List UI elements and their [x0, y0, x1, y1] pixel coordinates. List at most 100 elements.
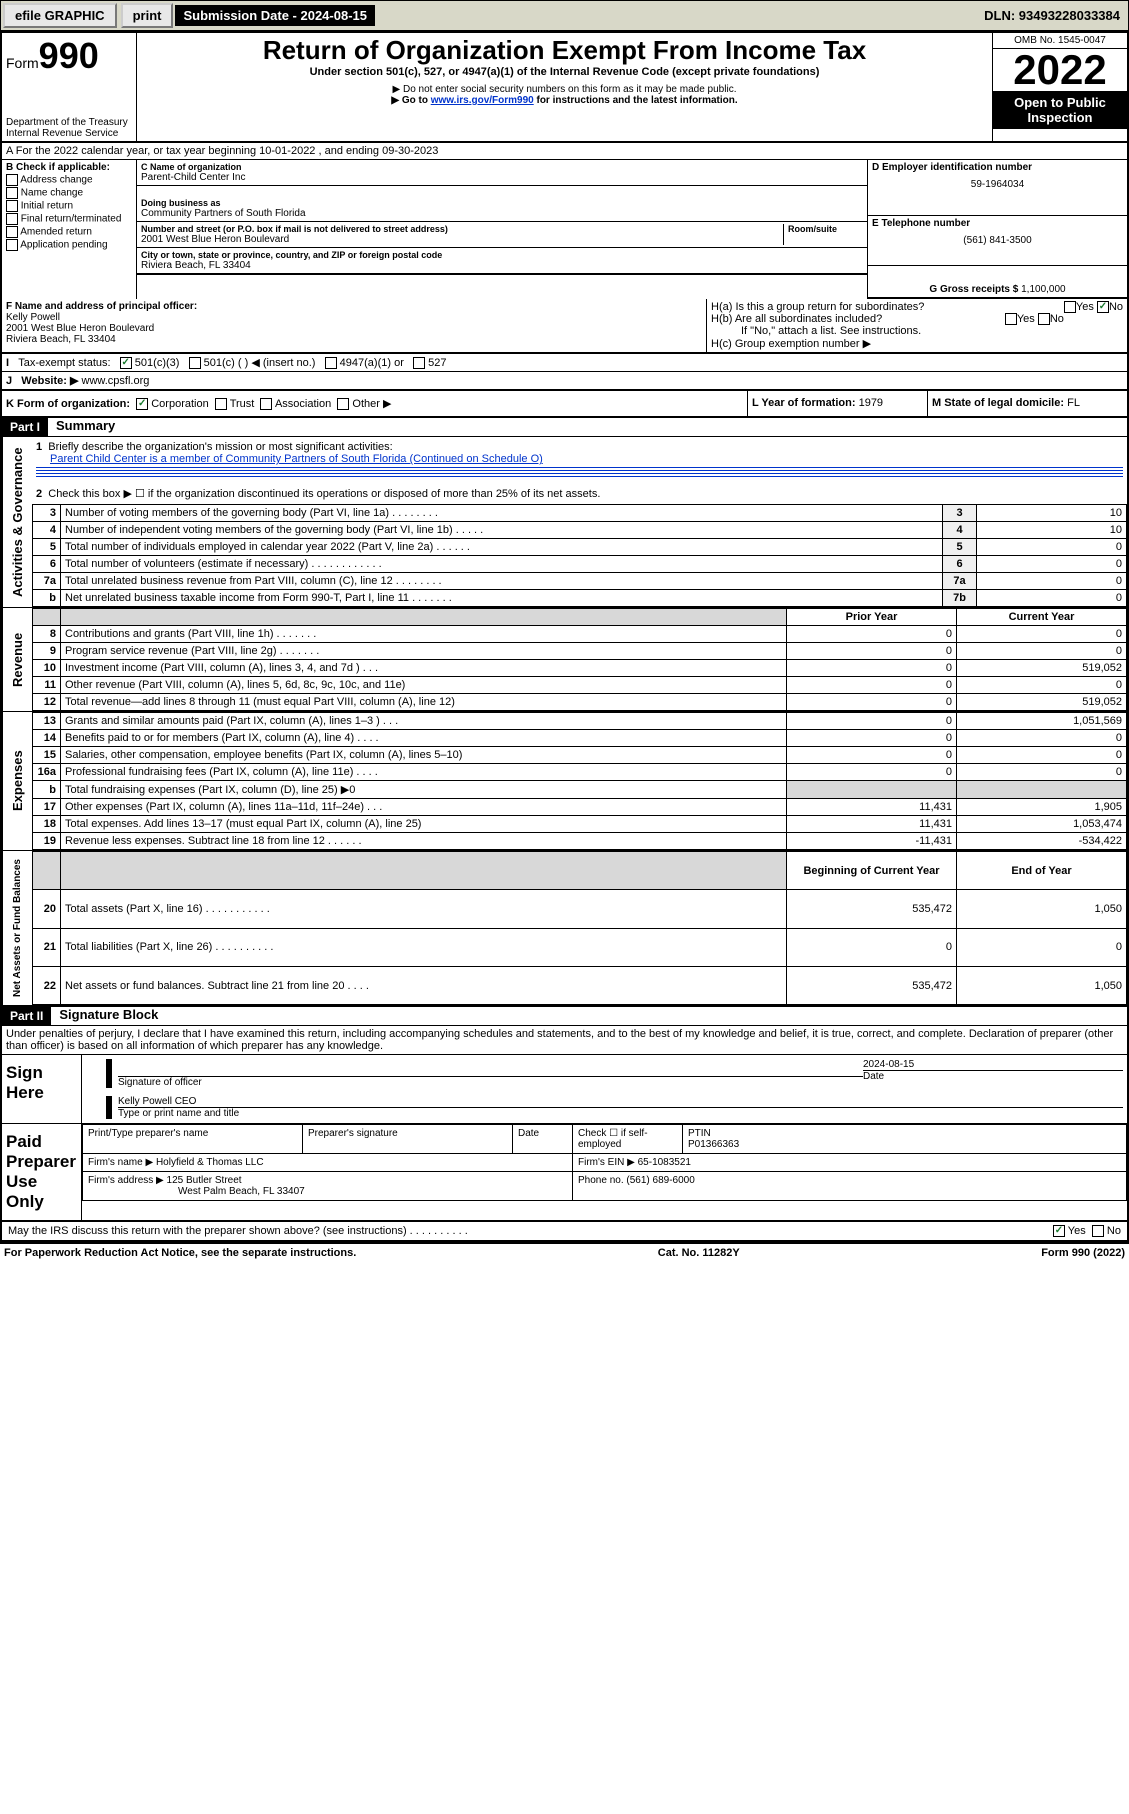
chk-corp[interactable] [136, 398, 148, 410]
addr-label: Number and street (or P.O. box if mail i… [141, 224, 783, 234]
val: 10 [977, 522, 1127, 539]
vtab-expenses: Expenses [2, 712, 32, 850]
l-label: L Year of formation: [752, 397, 856, 409]
paid-preparer-row: Paid Preparer Use Only Print/Type prepar… [2, 1124, 1127, 1222]
i-label: Tax-exempt status: [18, 357, 110, 369]
ein-value: 59-1964034 [872, 179, 1123, 190]
prep-name-hdr: Print/Type preparer's name [83, 1125, 303, 1154]
discuss-no[interactable] [1092, 1225, 1104, 1237]
desc: Total number of volunteers (estimate if … [61, 556, 943, 573]
chk-trust[interactable] [215, 398, 227, 410]
efile-button[interactable]: efile GRAPHIC [3, 3, 117, 28]
state-domicile: FL [1067, 397, 1080, 409]
j-label: Website: ▶ [21, 375, 78, 387]
firm-addr-lbl: Firm's address ▶ [88, 1175, 164, 1186]
chk-assoc[interactable] [260, 398, 272, 410]
submission-date: Submission Date - 2024-08-15 [175, 5, 375, 26]
chk-amended[interactable]: Amended return [6, 226, 132, 238]
chk-4947[interactable] [325, 357, 337, 369]
lnbox: 7a [943, 573, 977, 590]
form-num: 990 [39, 35, 99, 76]
g-gross-box: G Gross receipts $ 1,100,000 [868, 266, 1127, 299]
officer-addr2: Riviera Beach, FL 33404 [6, 334, 702, 345]
c-addr-box: Number and street (or P.O. box if mail i… [137, 222, 867, 248]
page-footer: For Paperwork Reduction Act Notice, see … [0, 1244, 1129, 1262]
lnbox: 5 [943, 539, 977, 556]
ln: 3 [33, 505, 61, 522]
chk-other[interactable] [337, 398, 349, 410]
mission-text[interactable]: Parent Child Center is a member of Commu… [50, 453, 543, 465]
gross-value: 1,100,000 [1021, 284, 1066, 295]
chk-name[interactable]: Name change [6, 187, 132, 199]
firm-ein-lbl: Firm's EIN ▶ [578, 1157, 635, 1168]
sign-here-label: Sign Here [2, 1055, 82, 1123]
vtab-revenue: Revenue [2, 608, 32, 711]
opt-501c: 501(c) ( ) ◀ (insert no.) [204, 357, 316, 369]
chk-final[interactable]: Final return/terminated [6, 213, 132, 225]
dept-treasury: Department of the Treasury [6, 117, 132, 128]
sig-officer-label: Signature of officer [118, 1077, 863, 1088]
chk-initial-lbl: Initial return [21, 201, 73, 212]
chk-address[interactable]: Address change [6, 174, 132, 186]
cat-no: Cat. No. 11282Y [658, 1247, 740, 1259]
val: 0 [977, 556, 1127, 573]
row-klm: K Form of organization: Corporation Trus… [2, 391, 1127, 418]
officer-addr1: 2001 West Blue Heron Boulevard [6, 323, 702, 334]
chk-pending[interactable]: Application pending [6, 239, 132, 251]
k-label: K Form of organization: [6, 398, 130, 410]
sig-date-value: 2024-08-15 [863, 1059, 1123, 1070]
sign-here-row: Sign Here Signature of officer 2024-08-1… [2, 1055, 1127, 1124]
d-ein-box: D Employer identification number 59-1964… [868, 160, 1127, 216]
irs-label: Internal Revenue Service [6, 128, 132, 139]
rev-section: Revenue Prior Year Current Year8Contribu… [2, 608, 1127, 712]
chk-name-lbl: Name change [21, 188, 83, 199]
firm-name-lbl: Firm's name ▶ [88, 1157, 153, 1168]
tax-year: 2022 [993, 49, 1127, 91]
header-left: Form990 Department of the Treasury Inter… [2, 33, 137, 141]
chk-final-lbl: Final return/terminated [21, 214, 122, 225]
q2-block: 2 Check this box ▶ ☐ if the organization… [32, 479, 1127, 504]
dba-value: Community Partners of South Florida [141, 208, 863, 219]
ln: 5 [33, 539, 61, 556]
row-a-taxyear: A For the 2022 calendar year, or tax yea… [2, 143, 1127, 160]
l-year: L Year of formation: 1979 [747, 391, 927, 416]
gross-label: G Gross receipts $ [929, 284, 1018, 295]
chk-501c3[interactable] [120, 357, 132, 369]
firm-name: Holyfield & Thomas LLC [156, 1157, 264, 1168]
chk-initial[interactable]: Initial return [6, 200, 132, 212]
sig-date-label: Date [863, 1070, 1123, 1082]
vtab-netassets: Net Assets or Fund Balances [2, 851, 32, 1005]
h-group-box: H(a) Is this a group return for subordin… [707, 299, 1127, 352]
col-b-checkboxes: B Check if applicable: Address change Na… [2, 160, 137, 299]
q1-block: 1 Briefly describe the organization's mi… [32, 437, 1127, 477]
paid-preparer-label: Paid Preparer Use Only [2, 1124, 82, 1220]
row-i-taxstatus: I Tax-exempt status: 501(c)(3) 501(c) ( … [2, 354, 1127, 372]
chk-501c[interactable] [189, 357, 201, 369]
ln: 7a [33, 573, 61, 590]
discuss-yes[interactable] [1053, 1225, 1065, 1237]
city-value: Riviera Beach, FL 33404 [141, 260, 863, 271]
prep-date-hdr: Date [513, 1125, 573, 1154]
col-c: C Name of organization Parent-Child Cent… [137, 160, 1127, 299]
year-formation: 1979 [859, 397, 883, 409]
chk-527[interactable] [413, 357, 425, 369]
irs-link[interactable]: www.irs.gov/Form990 [431, 95, 534, 106]
chk-pending-lbl: Application pending [20, 240, 107, 251]
ein-label: D Employer identification number [872, 162, 1123, 173]
firm-addr1: 125 Butler Street [167, 1175, 242, 1186]
form-prefix: Form [6, 55, 39, 71]
opt-assoc: Association [275, 398, 331, 410]
ln: 4 [33, 522, 61, 539]
hb-note: If "No," attach a list. See instructions… [711, 325, 1123, 337]
desc: Total number of individuals employed in … [61, 539, 943, 556]
col-de: D Employer identification number 59-1964… [867, 160, 1127, 299]
note-ssn: ▶ Do not enter social security numbers o… [143, 84, 986, 95]
desc: Net unrelated business taxable income fr… [61, 590, 943, 607]
phone-value-e: (561) 841-3500 [872, 235, 1123, 246]
header-right: OMB No. 1545-0047 2022 Open to Public In… [992, 33, 1127, 141]
opt-trust: Trust [230, 398, 255, 410]
officer-name-title: Kelly Powell CEO [118, 1096, 1123, 1108]
ln: 6 [33, 556, 61, 573]
ln: b [33, 590, 61, 607]
print-button[interactable]: print [121, 3, 174, 28]
